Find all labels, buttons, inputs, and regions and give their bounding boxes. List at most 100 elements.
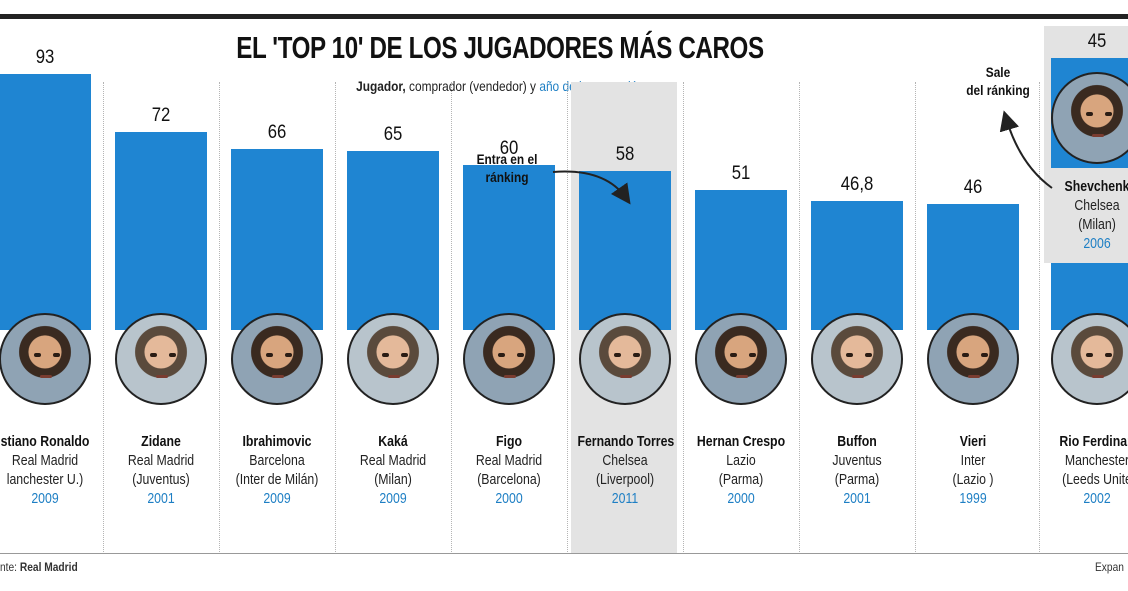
photo-mouth [620,375,632,378]
photo-eye [285,353,292,357]
column-divider [335,82,336,552]
annotation-enters-line-1: Entra en el [476,151,538,167]
player-label: Hernan Crespo Lazio (Parma) 2000 [693,432,788,508]
player-name: Vieri [959,433,987,450]
column-divider [915,82,916,552]
photo-eye [498,353,505,357]
player-buyer: Chelsea [1074,197,1120,214]
photo-eye [266,353,273,357]
player-seller: (Lazio ) [952,471,994,488]
player-year: 2000 [495,490,523,507]
player-seller: (Milan) [1078,216,1116,233]
value-label: 93 [35,47,55,69]
photo-mouth [156,375,168,378]
player-label: Zidane Real Madrid (Juventus) 2001 [113,432,208,508]
player-year: 1999 [959,490,987,507]
player-year: 2009 [379,490,407,507]
player-name: Kaká [378,433,408,450]
player-year: 2001 [843,490,871,507]
photo-eye [962,353,969,357]
player-label: Rio Ferdinan Manchester (Leeds Unite 2002 [1049,432,1128,508]
value-label: 72 [151,105,171,126]
subtitle-buyer-seller: comprador (vendedor) y [405,78,540,94]
player-seller: (Juventus) [132,471,190,488]
bar [347,151,439,330]
photo-eye [981,353,988,357]
player-label: Buffon Juventus (Parma) 2001 [809,432,904,508]
photo-eye [633,353,640,357]
photo-mouth [40,375,52,378]
player-name: Figo [496,433,522,450]
column-divider [451,82,452,552]
photo-eye [749,353,756,357]
player-photo [115,313,207,405]
photo-mouth [1092,134,1104,137]
player-photo [347,313,439,405]
value-label: 46 [963,176,983,198]
player-seller: lanchester U.) [6,471,84,488]
photo-eye [382,353,389,357]
bar [695,189,787,330]
player-seller: (Parma) [834,471,880,488]
player-name: stiano Ronaldo [0,433,90,450]
player-buyer: Chelsea [602,452,648,469]
source-label: nte: [0,560,18,574]
photo-eye [614,353,621,357]
player-year: 2011 [611,490,639,507]
player-seller: (Inter de Milán) [235,471,319,488]
bar [927,203,1019,330]
bar [811,201,903,330]
player-photo [1051,72,1128,164]
photo-eye [1086,112,1093,116]
subtitle-player: Jugador, [356,78,406,94]
player-seller: (Parma) [718,471,764,488]
player-seller: (Liverpool) [595,471,655,488]
player-buyer: Juventus [832,452,882,469]
column-divider [683,82,684,552]
photo-eye [1105,353,1112,357]
player-label: Ibrahimovic Barcelona (Inter de Milán) 2009 [229,432,324,508]
player-buyer: Inter [960,452,986,469]
photo-eye [865,353,872,357]
player-buyer: Manchester [1064,452,1128,469]
value-label: 60 [499,138,519,159]
photo-eye [730,353,737,357]
player-name: Zidane [141,433,181,450]
bar [0,74,91,330]
photo-mouth [388,375,400,378]
column-divider [1039,82,1040,552]
photo-mouth [852,375,864,378]
value-label: 58 [615,143,635,165]
column-divider [219,82,220,552]
value-label: 45 [1087,31,1107,52]
bar [463,165,555,330]
source-note: nte: Real Madrid [0,560,78,574]
player-year: 2009 [263,490,291,507]
arrow-leaves [999,110,1053,189]
photo-mouth [968,375,980,378]
player-buyer: Real Madrid [475,452,543,469]
photo-eye [1086,353,1093,357]
player-label: Shevchenk Chelsea (Milan) 2006 [1049,177,1128,253]
photo-eye [517,353,524,357]
column-divider [567,82,568,552]
photo-mouth [504,375,516,378]
player-year: 2006 [1083,235,1111,252]
photo-eye [401,353,408,357]
player-buyer: Real Madrid [359,452,427,469]
photo-mouth [1092,375,1104,378]
source-name: Real Madrid [19,560,78,574]
player-photo [1051,313,1128,405]
photo-eye [53,353,60,357]
player-photo [695,313,787,405]
player-photo [927,313,1019,405]
player-buyer: Barcelona [249,452,305,469]
player-seller: (Leeds Unite [1062,471,1128,488]
photo-mouth [272,375,284,378]
player-name: Shevchenk [1064,178,1128,195]
player-year: 2009 [31,490,59,507]
player-buyer: Lazio [726,452,756,469]
photo-eye [1105,112,1112,116]
player-label: Figo Real Madrid (Barcelona) 2000 [461,432,556,508]
player-name: Buffon [837,433,877,450]
